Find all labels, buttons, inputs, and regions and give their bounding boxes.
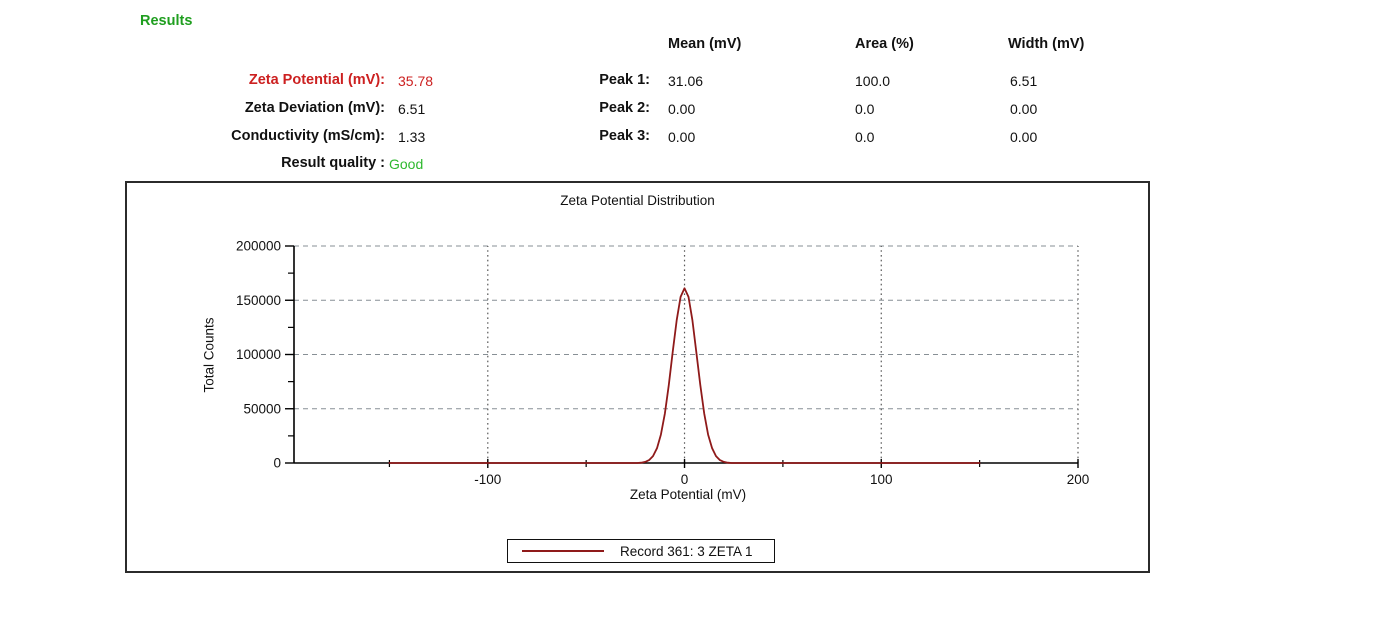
peak2-area: 0.0 xyxy=(855,101,875,117)
peak3-area: 0.0 xyxy=(855,129,875,145)
zeta-deviation-value: 6.51 xyxy=(398,101,426,117)
result-quality-label: Result quality : xyxy=(281,155,385,171)
series-curve xyxy=(388,287,981,464)
conductivity-value: 1.33 xyxy=(398,129,426,145)
result-quality-value: Good xyxy=(389,156,424,172)
svg-text:100000: 100000 xyxy=(236,347,281,362)
col-header-width: Width (mV) xyxy=(1008,36,1085,52)
zeta-deviation-label: Zeta Deviation (mV): xyxy=(244,100,385,116)
zeta-potential-label: Zeta Potential (mV): xyxy=(248,72,385,88)
results-heading: Results xyxy=(140,13,193,29)
peak1-area: 100.0 xyxy=(855,73,891,89)
conductivity-label: Conductivity (mS/cm): xyxy=(231,128,385,144)
svg-text:-100: -100 xyxy=(474,472,501,487)
col-header-area: Area (%) xyxy=(855,36,914,52)
peak3-label: Peak 3: xyxy=(599,128,650,144)
h-gridlines xyxy=(294,245,1078,410)
zeta-distribution-chart: Zeta Potential Distribution Total Counts… xyxy=(125,181,1150,573)
y-tick-labels: 0 50000 100000 150000 200000 xyxy=(236,239,281,471)
peak3-width: 0.00 xyxy=(1010,129,1038,145)
peak1-mean: 31.06 xyxy=(668,73,704,89)
zeta-potential-value: 35.78 xyxy=(398,73,434,89)
peak2-mean: 0.00 xyxy=(668,101,696,117)
legend-series-label: Record 361: 3 ZETA 1 xyxy=(620,543,753,559)
svg-text:0: 0 xyxy=(273,456,281,471)
chart-legend: Record 361: 3 ZETA 1 xyxy=(507,539,775,563)
x-tick-labels: -100 0 100 200 xyxy=(474,472,1089,487)
col-header-mean: Mean (mV) xyxy=(668,36,742,52)
chart-title: Zeta Potential Distribution xyxy=(560,193,715,208)
legend-line-swatch xyxy=(522,550,604,552)
svg-text:0: 0 xyxy=(681,472,689,487)
svg-text:200000: 200000 xyxy=(236,239,281,254)
peak1-label: Peak 1: xyxy=(599,72,650,88)
x-axis-title: Zeta Potential (mV) xyxy=(629,487,747,502)
plot-area: 0 50000 100000 150000 200000 -100 0 100 200 xyxy=(236,239,1089,488)
axis-ticks xyxy=(285,245,1079,468)
peak1-width: 6.51 xyxy=(1010,73,1038,89)
svg-text:100: 100 xyxy=(870,472,893,487)
peak2-width: 0.00 xyxy=(1010,101,1038,117)
peak2-label: Peak 2: xyxy=(599,100,650,116)
svg-text:200: 200 xyxy=(1067,472,1090,487)
svg-text:150000: 150000 xyxy=(236,293,281,308)
peak3-mean: 0.00 xyxy=(668,129,696,145)
svg-text:50000: 50000 xyxy=(243,401,281,416)
